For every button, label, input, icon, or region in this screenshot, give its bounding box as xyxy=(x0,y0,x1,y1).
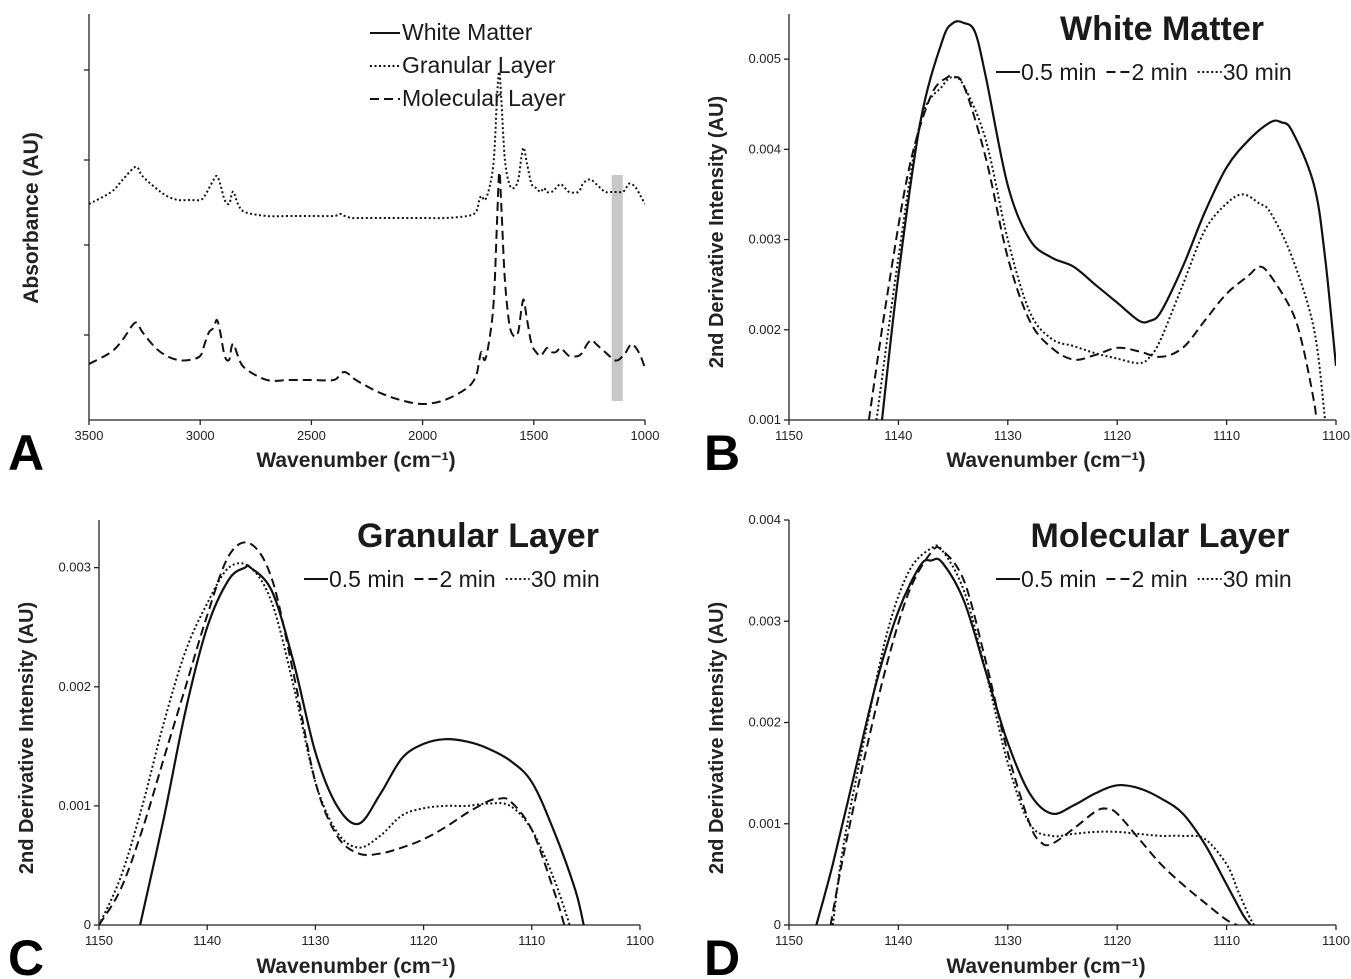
legend-entry-label: Granular Layer xyxy=(402,52,556,78)
series-line-2-min xyxy=(829,546,1238,925)
x-tick-label: 2000 xyxy=(408,428,437,443)
legend-entry-label: White Matter xyxy=(402,19,533,45)
legend-entry-label: 2 min xyxy=(439,566,495,592)
panel-d: 1150 1140 1130 1120 1110 1100 0 0.001 0.002 0.003… xyxy=(704,512,1350,979)
legend: 0.5 min 2 min 30 min xyxy=(304,566,600,592)
panel-a: 3500 3000 2500 2000 1500 1000 Wavenumber (cm⁻¹… xyxy=(8,14,660,481)
y-tick-label: 0.004 xyxy=(748,512,781,527)
x-axis-title: Wavenumber (cm⁻¹) xyxy=(256,449,455,472)
x-tick-label: 1100 xyxy=(626,933,654,948)
series-line-2-min xyxy=(99,541,566,925)
legend-entry-label: 30 min xyxy=(531,566,600,592)
x-tick-label: 1000 xyxy=(631,428,660,443)
x-tick-label: 1110 xyxy=(518,933,545,948)
x-tick-label: 1130 xyxy=(994,428,1022,443)
y-tick-label: 0.003 xyxy=(748,613,781,628)
y-axis-title: Absorbance (AU) xyxy=(20,132,43,304)
legend-entry-label: 0.5 min xyxy=(329,566,404,592)
panel-letter: A xyxy=(8,425,44,481)
x-tick-label: 1130 xyxy=(301,933,329,948)
legend-entry-label: 0.5 min xyxy=(1021,59,1096,85)
y-tick-label: 0.001 xyxy=(58,798,91,813)
y-tick-label: 0 xyxy=(84,917,91,932)
panel-b: 1150 1140 1130 1120 1110 1100 0.001 0.002 0.003 0… xyxy=(704,10,1350,481)
legend-entry-label: 2 min xyxy=(1131,59,1187,85)
highlight-band xyxy=(611,175,623,401)
series-line-0-5-min xyxy=(815,557,1252,925)
x-axis-title: Wavenumber (cm⁻¹) xyxy=(946,449,1145,472)
x-tick-label: 1140 xyxy=(884,933,912,948)
legend: 0.5 min 2 min 30 min xyxy=(996,59,1292,85)
x-tick-label: 1130 xyxy=(994,933,1022,948)
y-axis-title: 2nd Derivative Intensity (AU) xyxy=(16,602,38,874)
legend: 0.5 min 2 min 30 min xyxy=(996,566,1292,592)
series-line-molecular-layer xyxy=(89,170,645,406)
y-tick-label: 0.002 xyxy=(58,679,91,694)
legend-entry-label: Molecular Layer xyxy=(402,85,566,111)
panel-c: 1150 1140 1130 1120 1110 1100 0 0.001 0.002 0.003… xyxy=(8,517,654,979)
x-tick-label: 1100 xyxy=(1322,933,1350,948)
x-tick-label: 3000 xyxy=(186,428,215,443)
series-line-0-5-min xyxy=(880,20,1336,420)
legend: White Matter Granular Layer Molecular Laye… xyxy=(370,19,566,111)
panel-title: Granular Layer xyxy=(357,517,599,555)
panel-letter: C xyxy=(8,930,44,979)
x-tick-label: 1150 xyxy=(775,933,803,948)
x-tick-label: 2500 xyxy=(297,428,326,443)
y-tick-label: 0.003 xyxy=(748,232,781,247)
series-line-30-min xyxy=(875,76,1327,420)
y-tick-label: 0.002 xyxy=(748,715,781,730)
x-tick-label: 3500 xyxy=(75,428,104,443)
y-tick-label: 0.004 xyxy=(748,141,781,156)
y-tick-label: 0 xyxy=(774,917,781,932)
x-axis-title: Wavenumber (cm⁻¹) xyxy=(256,955,455,978)
x-tick-label: 1110 xyxy=(1213,933,1240,948)
series-line-30-min xyxy=(99,562,571,925)
panel-title: Molecular Layer xyxy=(1031,517,1290,555)
legend-entry-label: 30 min xyxy=(1223,566,1292,592)
panel-title: White Matter xyxy=(1060,10,1264,48)
series-line-30-min xyxy=(831,544,1255,925)
series-line-0-5-min xyxy=(139,564,585,925)
y-tick-label: 0.001 xyxy=(748,816,781,831)
y-axis-title: 2nd Derivative Intensity (AU) xyxy=(706,602,728,874)
panel-letter: B xyxy=(704,425,740,481)
panel-letter: D xyxy=(704,930,740,979)
x-axis-title: Wavenumber (cm⁻¹) xyxy=(946,955,1145,978)
x-tick-label: 1150 xyxy=(775,428,803,443)
series-line-2-min xyxy=(867,74,1318,420)
x-tick-label: 1140 xyxy=(193,933,221,948)
y-tick-label: 0.001 xyxy=(748,412,781,427)
x-tick-label: 1140 xyxy=(884,428,912,443)
x-tick-label: 1100 xyxy=(1322,428,1350,443)
x-tick-label: 1120 xyxy=(1103,933,1131,948)
legend-entry-label: 30 min xyxy=(1223,59,1292,85)
series-line-granular-layer xyxy=(89,70,645,220)
y-axis-title: 2nd Derivative Intensity (AU) xyxy=(706,96,728,368)
x-tick-label: 1150 xyxy=(85,933,113,948)
x-tick-label: 1120 xyxy=(410,933,438,948)
x-tick-label: 1120 xyxy=(1103,428,1131,443)
x-tick-label: 1500 xyxy=(519,428,548,443)
legend-entry-label: 2 min xyxy=(1131,566,1187,592)
y-tick-label: 0.005 xyxy=(748,51,781,66)
legend-entry-label: 0.5 min xyxy=(1021,566,1096,592)
x-tick-label: 1110 xyxy=(1213,428,1240,443)
y-tick-label: 0.002 xyxy=(748,322,781,337)
y-tick-label: 0.003 xyxy=(58,560,91,575)
